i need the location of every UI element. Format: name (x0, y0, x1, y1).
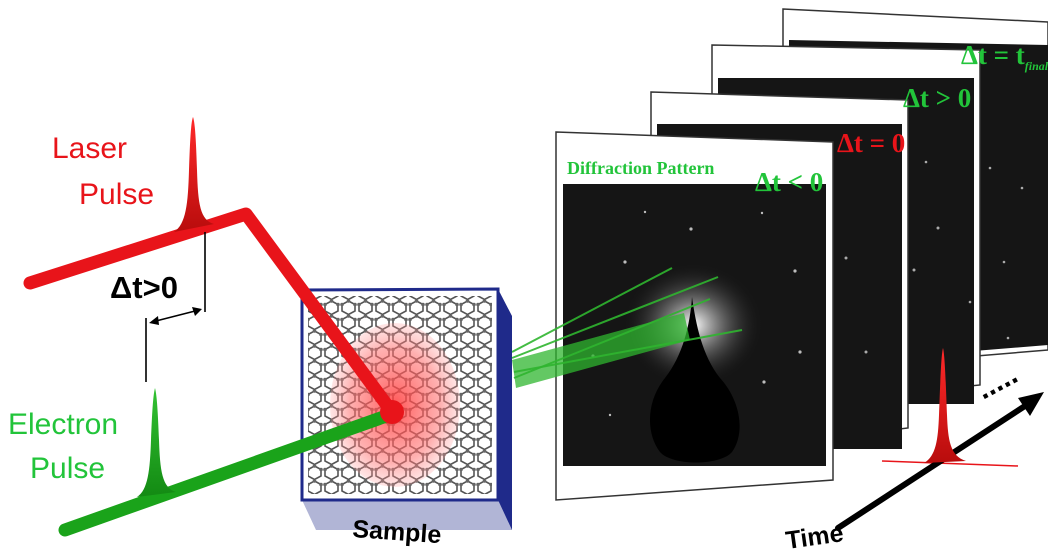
interaction-point (380, 400, 404, 424)
background-spots (844, 160, 1024, 354)
laser-pulse-shape (174, 117, 214, 232)
probe-pulse-shape (924, 348, 966, 463)
beam-stop (649, 297, 740, 463)
diffraction-pattern-title: Diffraction Pattern (567, 158, 714, 178)
frame-label-zero: Δt = 0 (837, 128, 905, 158)
laser-beam (23, 117, 404, 424)
electron-pulse-shape (137, 388, 176, 497)
sample-label: Sample (352, 515, 443, 549)
delay-indicator: Δt>0 (110, 232, 206, 382)
frame-label-positive: Δt > 0 (903, 83, 971, 113)
frame-label-final: Δt = tfinal (961, 40, 1048, 73)
time-label: Time (784, 519, 845, 555)
time-arrow-head (1018, 392, 1044, 416)
electron-label-line1: Electron (8, 408, 118, 441)
laser-label-line1: Laser (52, 132, 127, 165)
frame-negative (555, 131, 834, 501)
electron-label-line2: Pulse (30, 452, 105, 485)
laser-label-line2: Pulse (79, 178, 154, 211)
electron-beam (58, 388, 399, 537)
sample-edge (498, 289, 512, 530)
frame-label-negative: Δt < 0 (755, 167, 823, 197)
time-zero-line (881, 460, 1019, 467)
frame-labels: Δt = tfinal Δt > 0 Δt = 0 Δt < 0 Diffrac… (567, 40, 1048, 197)
delay-label: Δt>0 (110, 270, 178, 305)
diffracted-beams (511, 267, 743, 388)
